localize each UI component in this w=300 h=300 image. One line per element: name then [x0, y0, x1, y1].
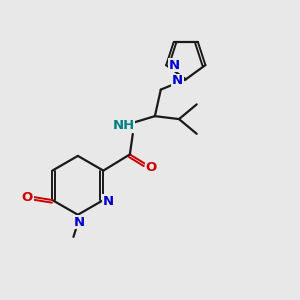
Text: O: O: [22, 190, 33, 204]
Text: N: N: [169, 58, 180, 72]
Text: N: N: [103, 195, 114, 208]
Text: O: O: [146, 161, 157, 174]
Text: NH: NH: [112, 119, 134, 132]
Text: N: N: [74, 216, 85, 229]
Text: N: N: [172, 74, 183, 87]
